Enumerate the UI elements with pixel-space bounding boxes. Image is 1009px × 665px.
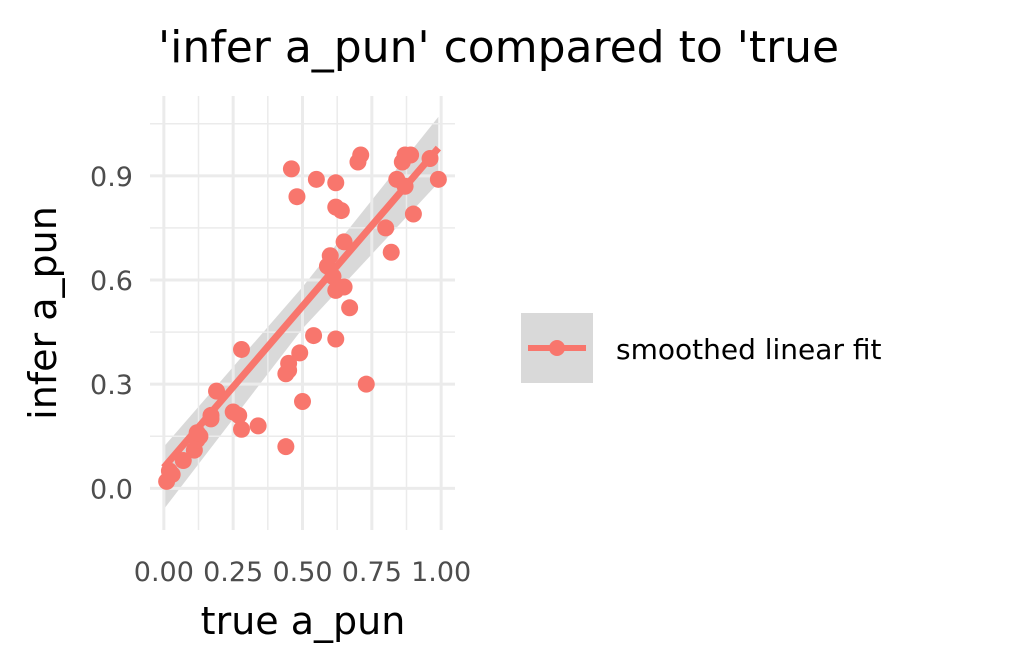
data-point [335,278,353,296]
chart-title: 'infer a_pun' compared to 'true [158,22,839,73]
data-point [163,465,181,483]
data-point [288,188,306,206]
data-point [277,438,295,456]
data-point [352,146,370,164]
data-point [282,160,300,178]
data-point [174,452,192,470]
y-tick-label: 0.3 [90,370,133,401]
legend: smoothed linear fit [521,313,881,383]
data-point [332,202,350,220]
x-tick-label: 0.50 [272,557,332,588]
data-point [382,243,400,261]
data-point [327,330,345,348]
data-point [396,177,414,195]
data-point [421,149,439,167]
tick-label-layer: 0.00 0.25 0.50 0.75 1.00 0.0 0.3 0.6 0.9 [90,162,471,588]
data-point [294,393,311,411]
legend-label: smoothed linear fit [616,333,881,366]
y-tick-label: 0.9 [90,162,133,193]
data-point [202,406,220,424]
data-point [249,417,267,435]
data-point [188,424,206,442]
legend-key-point [549,340,565,356]
data-point [291,344,309,362]
data-point [324,268,342,286]
data-point [404,205,422,223]
data-point [307,170,325,188]
data-point [233,420,250,438]
data-point [321,247,339,265]
x-tick-label: 0.25 [203,557,263,588]
y-axis-title: infer a_pun [21,206,65,420]
x-axis-title: true a_pun [201,599,406,643]
y-tick-label: 0.6 [90,266,133,297]
x-tick-label: 0.00 [134,557,194,588]
data-point [335,233,353,251]
points-layer [158,146,447,490]
data-point [208,382,226,400]
data-point [341,299,359,317]
data-point [402,146,420,164]
x-tick-label: 0.75 [342,557,402,588]
data-point [357,375,375,393]
data-point [233,340,250,358]
x-tick-label: 1.00 [411,557,471,588]
y-tick-label: 0.0 [90,474,133,505]
data-point [377,219,395,237]
data-point [429,170,447,188]
data-point [305,327,323,345]
data-point [230,406,248,424]
data-point [280,354,298,372]
data-point [327,174,345,192]
